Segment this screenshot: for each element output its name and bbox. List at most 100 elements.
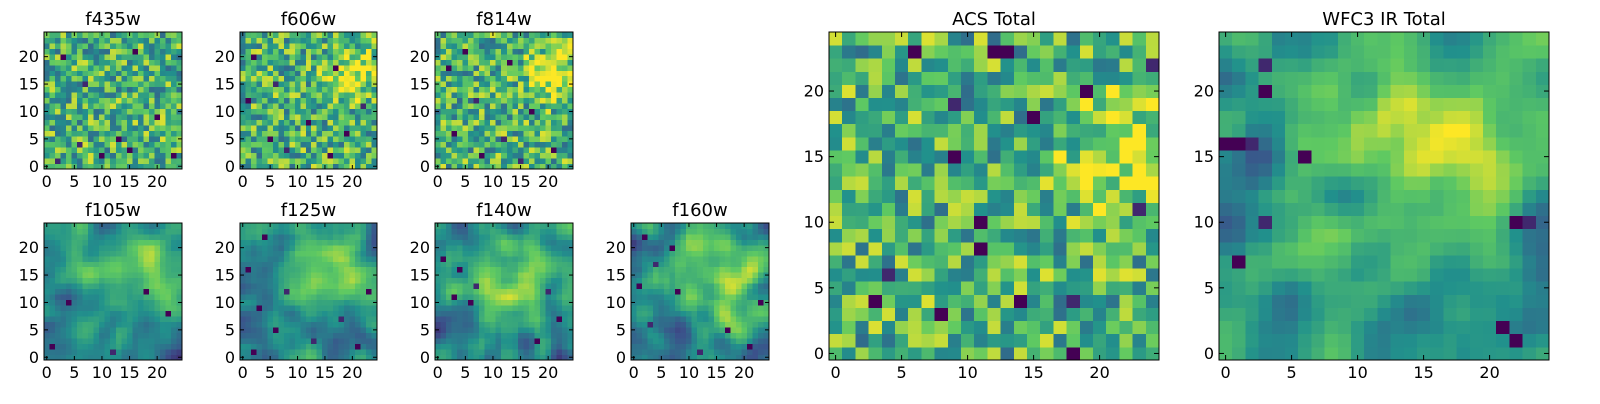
heatmap-cell: [99, 234, 105, 240]
heatmap-cell: [556, 98, 562, 104]
heatmap-cell: [317, 81, 323, 87]
heatmap-cell: [160, 256, 166, 262]
heatmap-cell: [160, 70, 166, 76]
heatmap-cell: [267, 289, 273, 295]
heatmap-cell: [317, 109, 323, 115]
heatmap-cell: [361, 245, 367, 251]
heatmap-cell: [501, 261, 507, 267]
heatmap-cell: [273, 278, 279, 284]
heatmap-cell: [99, 70, 105, 76]
heatmap-cell: [132, 305, 138, 311]
heatmap-cell: [267, 76, 273, 82]
heatmap-cell: [686, 294, 692, 300]
heatmap-cell: [692, 349, 698, 355]
heatmap-cell: [730, 267, 736, 273]
heatmap-cell: [468, 294, 474, 300]
heatmap-cell: [50, 267, 56, 273]
y-tick-label: 15: [410, 266, 430, 285]
heatmap-cell: [653, 289, 659, 295]
heatmap-cell: [545, 59, 551, 65]
heatmap-cell: [306, 76, 312, 82]
heatmap-cell: [333, 48, 339, 54]
heatmap-cell: [72, 300, 78, 306]
heatmap-cell: [110, 120, 116, 126]
heatmap-cell: [681, 333, 687, 339]
heatmap-cell: [165, 245, 171, 251]
heatmap-cell: [921, 334, 935, 348]
heatmap-cell: [692, 261, 698, 267]
heatmap-cell: [278, 125, 284, 131]
heatmap-cell: [251, 43, 257, 49]
heatmap-cell: [1119, 334, 1133, 348]
heatmap-cell: [116, 305, 122, 311]
heatmap-cell: [479, 81, 485, 87]
heatmap-cell: [121, 228, 127, 234]
heatmap-cell: [284, 234, 290, 240]
heatmap-cell: [322, 344, 328, 350]
heatmap-cell: [77, 92, 83, 98]
heatmap-cell: [490, 120, 496, 126]
heatmap-cell: [138, 37, 144, 43]
heatmap-cell: [829, 334, 843, 348]
heatmap-cell: [441, 223, 447, 229]
heatmap-cell: [752, 333, 758, 339]
heatmap-cell: [463, 70, 469, 76]
heatmap-cell: [83, 120, 89, 126]
heatmap-cell: [143, 316, 149, 322]
heatmap-cell: [675, 305, 681, 311]
heatmap-cell: [468, 32, 474, 38]
heatmap-cell: [545, 316, 551, 322]
heatmap-cell: [300, 98, 306, 104]
heatmap-cell: [245, 76, 251, 82]
heatmap-cell: [273, 54, 279, 60]
heatmap-cell: [273, 322, 279, 328]
heatmap-cell: [496, 54, 502, 60]
heatmap-cell: [55, 278, 61, 284]
heatmap-cell: [105, 344, 111, 350]
heatmap-cell: [121, 344, 127, 350]
heatmap-cell: [328, 114, 334, 120]
heatmap-cell: [110, 142, 116, 148]
heatmap-cell: [1067, 281, 1081, 295]
heatmap-cell: [83, 48, 89, 54]
heatmap-cell: [452, 322, 458, 328]
heatmap-cell: [355, 131, 361, 137]
heatmap-cell: [562, 256, 568, 262]
heatmap-cell: [72, 305, 78, 311]
heatmap-cell: [648, 283, 654, 289]
heatmap-cell: [251, 120, 257, 126]
heatmap-cell: [730, 327, 736, 333]
heatmap-cell: [66, 338, 72, 344]
heatmap-cell: [452, 59, 458, 65]
heatmap-cell: [77, 272, 83, 278]
heatmap-cell: [273, 120, 279, 126]
heatmap-cell: [869, 294, 883, 308]
heatmap-cell: [741, 278, 747, 284]
heatmap-cell: [278, 338, 284, 344]
heatmap-cell: [474, 338, 480, 344]
heatmap-cell: [171, 349, 177, 355]
heatmap-cell: [121, 250, 127, 256]
heatmap-cell: [99, 305, 105, 311]
heatmap-cell: [463, 239, 469, 245]
heatmap-cell: [127, 114, 133, 120]
heatmap-cell: [366, 267, 372, 273]
heatmap-cell: [463, 305, 469, 311]
heatmap-cell: [457, 245, 463, 251]
heatmap-cell: [165, 278, 171, 284]
heatmap-cell: [333, 333, 339, 339]
heatmap-cell: [1027, 294, 1041, 308]
heatmap-cell: [507, 120, 513, 126]
heatmap-cell: [545, 125, 551, 131]
heatmap-cell: [132, 114, 138, 120]
heatmap-cell: [154, 54, 160, 60]
heatmap-cell: [512, 87, 518, 93]
heatmap-cell: [317, 32, 323, 38]
heatmap-cell: [278, 261, 284, 267]
heatmap-cell: [240, 267, 246, 273]
heatmap-cell: [262, 261, 268, 267]
heatmap-cell: [534, 98, 540, 104]
heatmap-cell: [105, 59, 111, 65]
heatmap-cell: [149, 147, 155, 153]
heatmap-cell: [463, 344, 469, 350]
